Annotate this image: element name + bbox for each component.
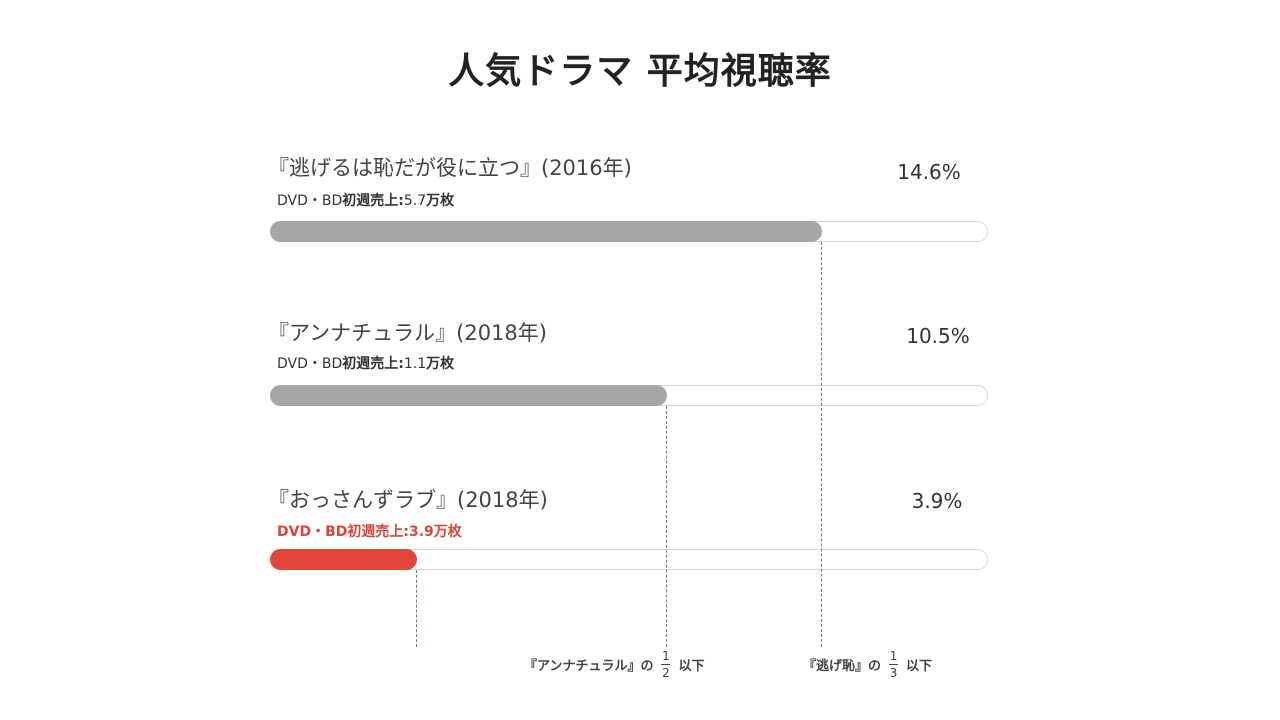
sales-prefix: DVD・BD [277,193,343,209]
fraction-denominator: 3 [889,665,898,680]
guide-line-nigehaji [820,242,822,647]
fraction-numerator: 1 [662,648,670,663]
annotation-suffix: 以下 [678,658,705,674]
fraction-denominator: 2 [662,665,670,680]
sales-number: 5.7 [403,193,427,209]
fraction-bar [661,663,671,665]
fraction-bar [889,663,899,665]
bar-nigehaji [270,221,822,242]
sales-number: 1.1 [403,356,427,372]
sales-unit: 万枚 [426,356,455,372]
annotation-third-nigehaji: 『逃げ恥』の 1 3 以下 [803,648,932,680]
annotation-prefix: 『逃げ恥』の [803,658,882,674]
sales-key: 初週売上 [342,193,399,209]
guide-line-unnatural [665,406,667,647]
bar-ossanzu [270,549,418,570]
fraction-numerator: 1 [889,648,898,663]
annotation-half-unnatural: 『アンナチュラル』の 1 2 以下 [524,648,705,680]
sales-prefix: DVD・BD [277,356,343,372]
sales-unit: 万枚 [426,193,455,209]
sales-colon: : [398,193,404,209]
sales-key: 初週売上 [342,356,399,372]
sales-colon: : [398,356,404,372]
chart-title: 人気ドラマ 平均視聴率 [448,51,832,92]
value-label-unnatural: 10.5% [906,324,970,348]
annotation-prefix: 『アンナチュラル』の [524,658,654,674]
sales-label-unnatural: DVD・BD初週売上:1.1万枚 [277,353,454,373]
guide-line-ossanzu [416,570,418,647]
bar-unnatural [270,385,667,406]
fraction-one-half: 1 2 [661,648,671,680]
drama-label-ossanzu: 『おっさんずラブ』(2018年) [268,488,548,512]
value-label-ossanzu: 3.9% [911,489,963,513]
annotation-suffix: 以下 [906,658,933,674]
sales-label-nigehaji: DVD・BD初週売上:5.7万枚 [277,190,454,210]
value-label-nigehaji: 14.6% [897,160,961,184]
drama-label-unnatural: 『アンナチュラル』(2018年) [268,321,547,345]
drama-label-nigehaji: 『逃げるは恥だが役に立つ』(2016年) [268,156,632,180]
fraction-one-third: 1 3 [889,648,899,680]
sales-label-ossanzu: DVD・BD初週売上:3.9万枚 [277,524,462,540]
